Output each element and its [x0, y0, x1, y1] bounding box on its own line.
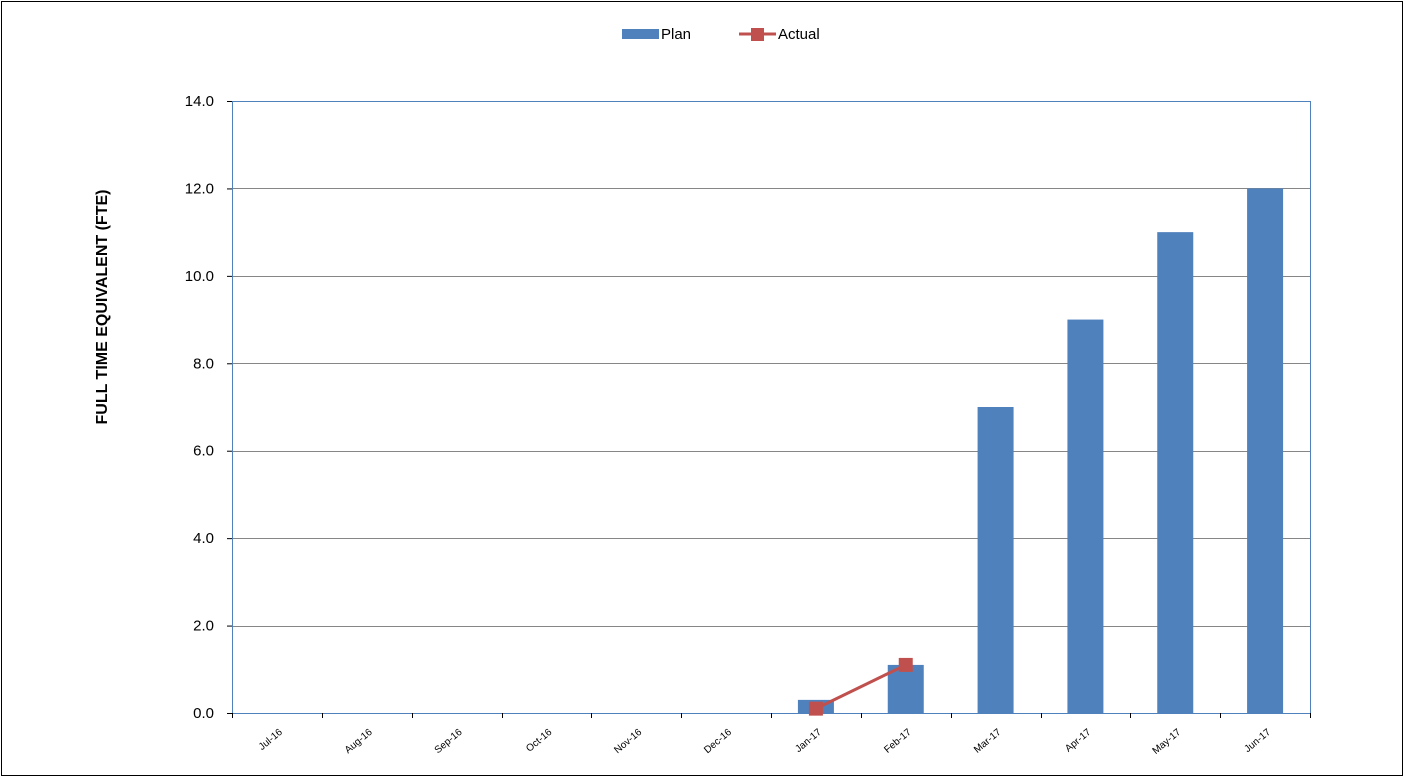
plan-bar	[977, 407, 1014, 713]
x-tick-label: Oct-16	[524, 727, 554, 755]
x-tick-label: Jun-17	[1243, 727, 1274, 755]
legend-actual-label: Actual	[778, 26, 820, 43]
y-tick-label: 12.0	[185, 180, 214, 197]
y-tick-label: 10.0	[185, 268, 214, 285]
plot-area-border	[232, 101, 1311, 714]
x-axis-ticks: Jul-16 Aug-16 Sep-16 Oct-16 Nov-16 Dec-16 Jan-…	[232, 713, 1311, 757]
plan-bar	[887, 664, 924, 713]
y-tick-label: 2.0	[193, 618, 214, 635]
plan-bars	[797, 188, 1284, 713]
y-tick-label: 8.0	[193, 355, 214, 372]
x-tick-label: May-17	[1151, 727, 1184, 757]
x-tick-label: Aug-16	[343, 727, 375, 756]
x-tick-label: Mar-17	[972, 727, 1004, 756]
legend-actual-marker	[751, 28, 764, 41]
plan-bar	[1247, 188, 1284, 713]
x-tick-label: Dec-16	[702, 727, 734, 756]
y-tick-label: 4.0	[193, 530, 214, 547]
legend-plan-label: Plan	[661, 26, 691, 43]
y-tick-label: 0.0	[193, 705, 214, 722]
gridlines	[232, 101, 1310, 714]
y-axis-ticks: 0.0 2.0 4.0 6.0 8.0 10.0 12.0 14.0	[185, 93, 232, 722]
y-tick-label: 14.0	[185, 93, 214, 110]
x-tick-label: Nov-16	[612, 727, 644, 756]
plan-bar	[1067, 319, 1104, 713]
x-tick-label: Jan-17	[793, 727, 824, 755]
y-tick-label: 6.0	[193, 443, 214, 460]
y-axis-label: FULL TIME EQUIVALENT (FTE)	[94, 190, 111, 425]
legend: Plan Actual	[622, 26, 820, 43]
actual-line	[808, 657, 913, 716]
x-tick-label: Sep-16	[433, 727, 465, 756]
actual-marker	[808, 701, 823, 716]
x-tick-label: Feb-17	[882, 727, 914, 756]
x-tick-label: Apr-17	[1063, 727, 1093, 755]
plan-bar	[1157, 232, 1194, 713]
legend-plan-swatch	[622, 29, 659, 39]
actual-series-line	[815, 663, 907, 710]
actual-marker	[898, 657, 913, 672]
x-tick-label: Jul-16	[257, 727, 285, 753]
